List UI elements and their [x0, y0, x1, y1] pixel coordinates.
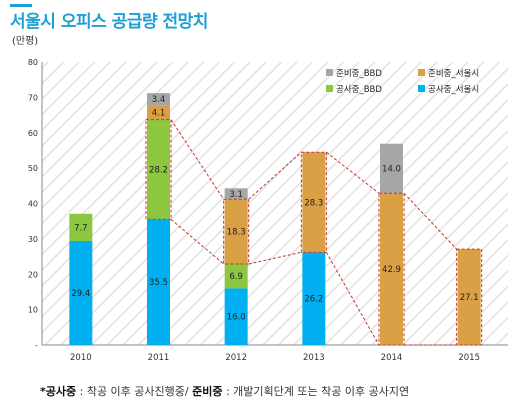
bar-segment [457, 249, 481, 345]
y-tick-label: 10 [28, 306, 38, 315]
data-label: 16.0 [227, 313, 246, 323]
connector-box [456, 248, 483, 346]
connector-line [170, 119, 225, 200]
connector-line [326, 151, 380, 194]
y-tick-label: 30 [28, 235, 38, 244]
connector-line [248, 251, 302, 265]
data-label: 28.3 [304, 198, 323, 208]
bar-segment [147, 219, 170, 345]
legend-label: 준비중_서울시 [428, 69, 479, 79]
x-tick-label: 2015 [458, 353, 480, 363]
data-label: 3.4 [152, 95, 166, 105]
y-tick-label: 40 [28, 200, 38, 209]
data-label: 6.9 [229, 272, 243, 282]
data-label: 3.1 [229, 190, 243, 200]
data-label: 42.9 [382, 265, 401, 275]
data-label: 4.1 [152, 108, 166, 118]
legend-label: 준비중_BBD [336, 69, 382, 79]
x-tick-label: 2012 [225, 353, 247, 363]
y-tick-label: 20 [28, 270, 38, 279]
x-tick-label: 2013 [303, 353, 325, 363]
bar-segment [380, 193, 403, 345]
footnote-term-construction: *공사중 [40, 385, 77, 398]
footnote-desc-construction: : 착공 이후 공사진행중/ [76, 385, 193, 398]
x-tick-label: 2014 [381, 353, 403, 363]
bar-segment [147, 93, 170, 106]
bar-segment [69, 213, 93, 241]
bar-segment [380, 143, 403, 194]
connector-box [145, 119, 172, 220]
y-tick-label: 50 [28, 164, 38, 173]
legend-swatch [418, 85, 425, 92]
x-tick-label: 2010 [70, 353, 92, 363]
title-accent-bar [10, 4, 32, 7]
data-label: 27.1 [460, 293, 479, 303]
y-tick-label: - [35, 341, 38, 350]
bar-segment [147, 105, 170, 120]
y-tick-label: 60 [28, 129, 38, 138]
connector-line [170, 219, 224, 265]
bar-segment [69, 240, 93, 345]
data-label: 7.7 [74, 223, 88, 233]
bar-segment [224, 288, 248, 345]
y-tick-label: 80 [28, 58, 38, 67]
data-label: 14.0 [382, 164, 401, 174]
bar-segment [224, 199, 248, 264]
connector-box [300, 151, 327, 253]
connector-box [223, 198, 250, 265]
data-label: 35.5 [149, 278, 168, 288]
chart-title: 서울시 오피스 공급량 전망치 [10, 12, 208, 32]
data-label: 26.2 [304, 295, 323, 305]
bar-segment [224, 188, 248, 200]
bar-segment [302, 152, 326, 253]
x-tick-label: 2011 [148, 353, 170, 363]
y-tick-label: 70 [28, 93, 38, 102]
bar-segment [302, 252, 326, 345]
connector-line [403, 192, 458, 250]
footnote-term-preparation: 준비중 [192, 385, 223, 398]
legend-swatch [326, 85, 333, 92]
connector-line [248, 151, 302, 200]
legend-swatch [326, 69, 333, 76]
legend-label: 공사중_서울시 [428, 85, 479, 95]
y-axis-label: (만평) [12, 35, 38, 47]
bar-segment [224, 263, 248, 289]
data-label: 29.4 [71, 289, 90, 299]
plot-background [42, 62, 508, 345]
footnote: *공사중 : 착공 이후 공사진행중/ 준비중 : 개발기획단계 또는 착공 이… [40, 383, 409, 399]
legend-label: 공사중_BBD [336, 85, 382, 95]
data-label: 28.2 [149, 166, 168, 176]
legend-swatch [418, 69, 425, 76]
data-label: 18.3 [227, 228, 246, 238]
connector-box [378, 192, 405, 346]
footnote-desc-preparation: : 개발기획단계 또는 착공 이후 공사지연 [222, 385, 410, 398]
bar-segment [147, 119, 170, 220]
connector-line [325, 252, 380, 346]
